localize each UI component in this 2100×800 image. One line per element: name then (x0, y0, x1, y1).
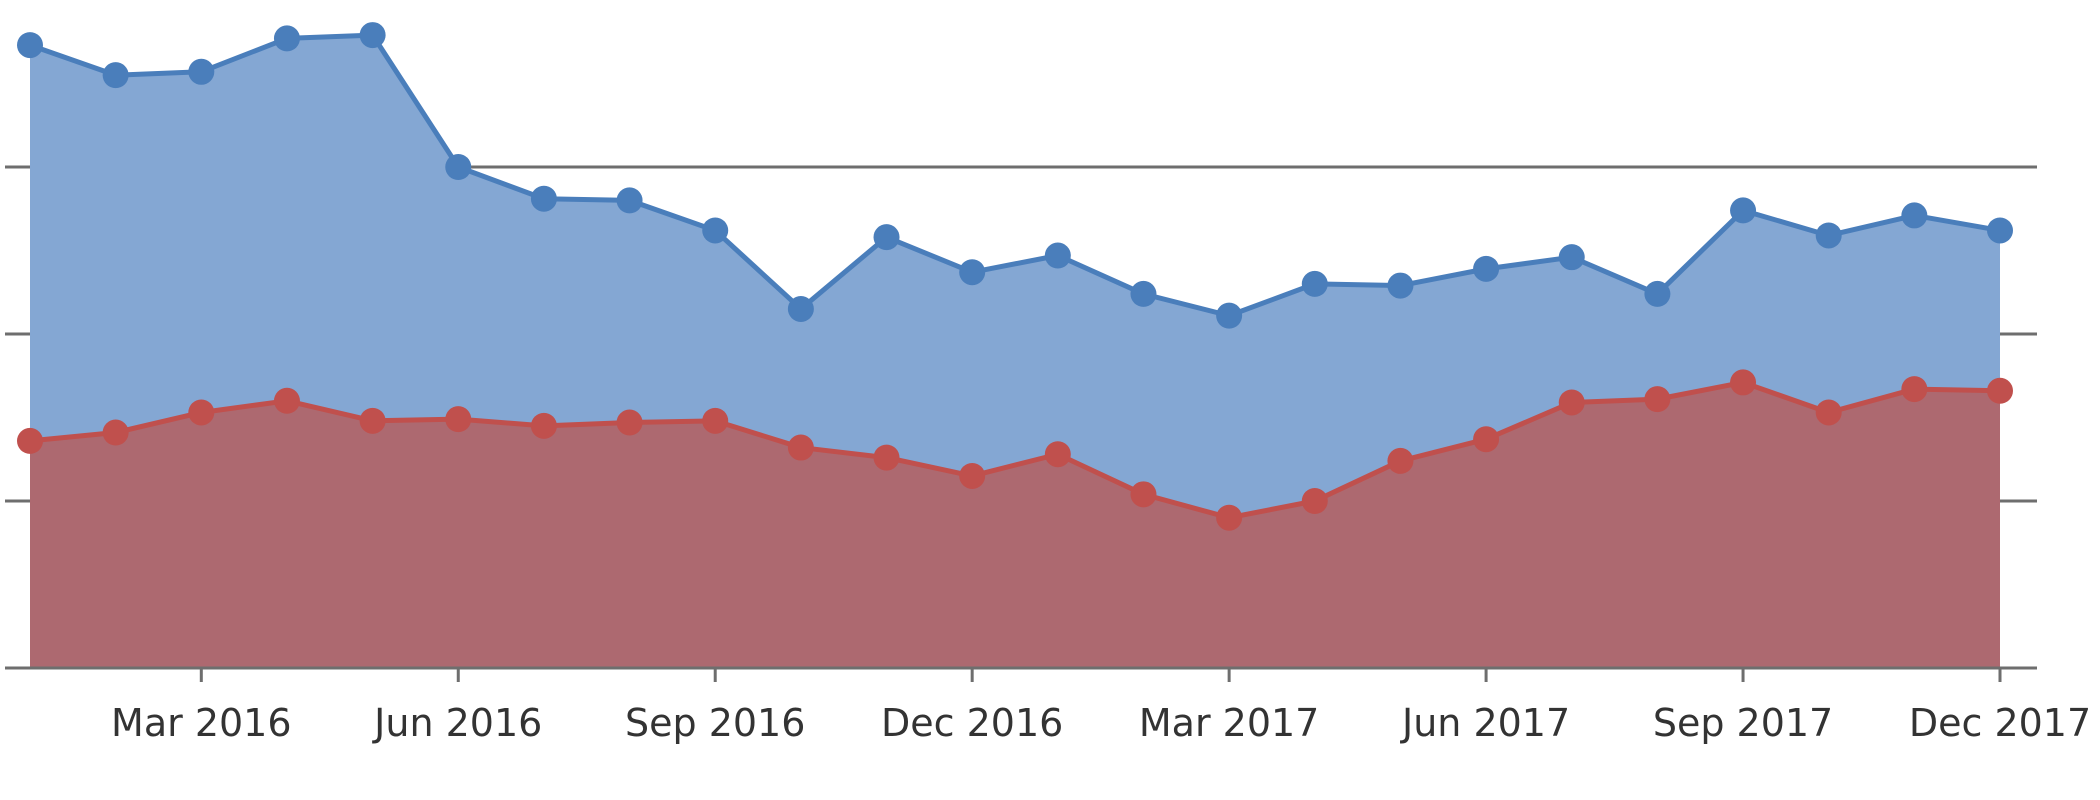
series-0-point-22 (1901, 202, 1928, 229)
x-tick-label-0: Mar 2016 (111, 701, 291, 745)
series-0-point-15 (1301, 270, 1328, 297)
series-0-point-6 (530, 185, 557, 212)
series-0-point-8 (702, 217, 729, 244)
series-1-point-3 (273, 387, 300, 414)
series-1-point-10 (873, 444, 900, 471)
series-1-point-19 (1644, 386, 1671, 413)
series-0-point-18 (1558, 244, 1585, 271)
series-lines (29, 32, 2001, 521)
series-1-point-0 (17, 427, 43, 454)
series-1-point-12 (1044, 441, 1071, 468)
series-1-point-6 (530, 412, 557, 439)
series-0-point-5 (445, 154, 472, 180)
series-0-point-9 (787, 295, 814, 322)
series-0-point-3 (273, 25, 300, 52)
series-0-point-13 (1130, 280, 1157, 307)
series-0-point-23 (1987, 217, 2013, 244)
series-0-point-11 (959, 259, 986, 286)
series-1-point-15 (1301, 488, 1328, 514)
series-0-point-14 (1216, 302, 1243, 329)
series-1-point-21 (1815, 399, 1842, 426)
series-1-point-1 (102, 419, 129, 446)
series-1-point-13 (1130, 481, 1157, 508)
series-1-point-7 (616, 409, 643, 436)
series-0-point-2 (188, 58, 215, 85)
series-1-point-22 (1901, 376, 1928, 403)
x-tick-label-1: Jun 2016 (372, 701, 542, 745)
series-0-point-10 (873, 224, 900, 251)
series-areas (30, 35, 2000, 668)
x-tick-label-6: Sep 2017 (1653, 701, 1833, 745)
series-1-point-11 (959, 462, 986, 489)
series-0-point-7 (616, 187, 643, 214)
series-0-point-17 (1473, 255, 1500, 282)
series-1-point-14 (1216, 504, 1243, 531)
series-1-point-17 (1473, 426, 1500, 453)
series-1-point-9 (787, 434, 814, 461)
series-1-point-4 (359, 407, 386, 434)
series-0-point-1 (102, 62, 129, 89)
series-0-line (29, 32, 2001, 319)
series-0-point-19 (1644, 280, 1671, 307)
series-1-line (29, 379, 2001, 521)
series-1-point-23 (1987, 377, 2013, 404)
series-0-point-12 (1044, 242, 1071, 269)
series-1-point-5 (445, 406, 472, 433)
series-1-point-18 (1558, 389, 1585, 416)
series-1-point-16 (1387, 447, 1414, 474)
x-axis: Mar 2016 Jun 2016 Sep 2016 Dec 2016 Mar 2017… (5, 666, 2091, 745)
series-0-point-20 (1730, 197, 1757, 224)
x-tick-label-7: Dec 2017 (1909, 701, 2091, 745)
series-0-point-21 (1815, 222, 1842, 249)
series-1-point-8 (702, 407, 729, 434)
x-tick-label-2: Sep 2016 (625, 701, 805, 745)
series-0-point-16 (1387, 272, 1414, 299)
series-1-point-20 (1730, 369, 1757, 396)
series-points (17, 22, 2013, 531)
series-0-point-4 (359, 22, 386, 49)
x-tick-label-5: Jun 2017 (1400, 701, 1570, 745)
series-1-point-2 (188, 399, 215, 426)
x-tick-label-3: Dec 2016 (881, 701, 1063, 745)
x-tick-label-4: Mar 2017 (1139, 701, 1319, 745)
series-0-point-0 (17, 32, 43, 59)
series-1-area (30, 382, 2000, 668)
